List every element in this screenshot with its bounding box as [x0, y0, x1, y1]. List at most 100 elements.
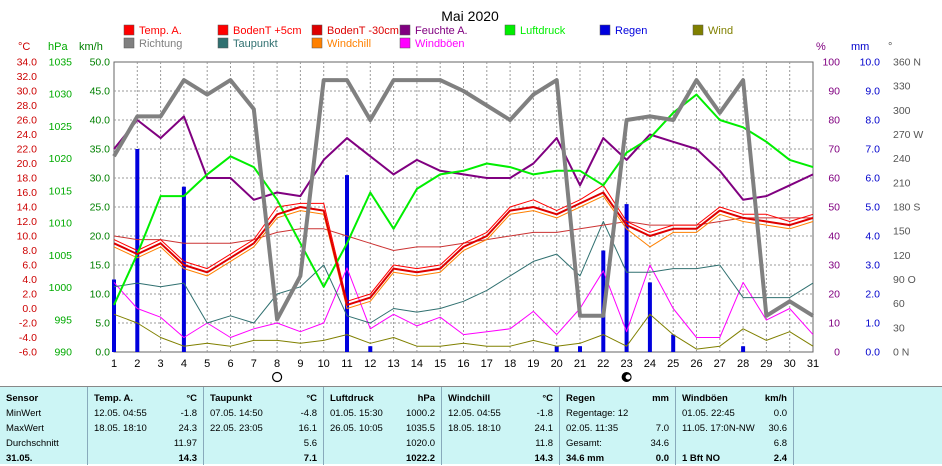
legend-label: BodenT +5cm [233, 25, 302, 37]
stats-column-header: Taupunkt °C [204, 391, 323, 406]
stats-cell-row: 18.05. 18:10 24.1 [442, 421, 559, 436]
stats-column-header: Regen mm [560, 391, 675, 406]
temp-tick-label: 0.0 [22, 303, 37, 315]
column-unit: km/h [764, 393, 787, 404]
cell-when: 12.05. 04:55 [94, 408, 147, 419]
cell-when: 11.05. 17:0N-NW [682, 423, 755, 434]
cell-value: 34.6 [650, 438, 670, 449]
temp-tick-label: 12.0 [17, 216, 38, 228]
deg-tick-label: 90 O [893, 274, 916, 286]
legend-swatch [504, 24, 516, 36]
row-label-text: 31.05. [6, 453, 33, 464]
stats-column-header: Windböen km/h [676, 391, 793, 406]
stats-column: Regen mm Regentage: 12 02.05. 11:35 7.0 Gesam… [560, 387, 676, 465]
cell-when: 01.05. 22:45 [682, 408, 735, 419]
cell-when: 01.05. 15:30 [330, 408, 383, 419]
x-tick-label: 9 [297, 358, 303, 370]
mm-tick-label: 10.0 [860, 57, 881, 69]
deg-tick-label: 360 N [893, 57, 921, 69]
column-unit: hPa [417, 393, 435, 404]
hpa-tick-label: 1025 [49, 121, 73, 133]
x-tick-label: 19 [527, 358, 539, 370]
x-tick-label: 26 [690, 358, 702, 370]
stats-cell-row: 6.8 [676, 436, 793, 451]
temp-tick-label: 6.0 [22, 260, 37, 272]
x-tick-label: 17 [481, 358, 493, 370]
legend-swatch [311, 37, 323, 49]
stats-column: Luftdruck hPa 01.05. 15:30 1000.2 26.05. 10:… [324, 387, 442, 465]
x-tick-label: 7 [251, 358, 257, 370]
cell-value: 24.1 [534, 423, 554, 434]
stats-cell-row: 26.05. 10:05 1035.5 [324, 421, 441, 436]
legend-label: Temp. A. [139, 25, 182, 37]
x-tick-label: 10 [318, 358, 330, 370]
row-label-text: Sensor [6, 393, 39, 404]
cell-value: 24.3 [178, 423, 198, 434]
rain-bar [368, 346, 373, 352]
deg-tick-label: 300 [893, 105, 911, 117]
x-tick-label: 23 [620, 358, 632, 370]
rain-bar [181, 186, 186, 352]
hpa-tick-label: 1010 [49, 218, 73, 230]
kmh-tick-label: 35.0 [90, 144, 111, 156]
temp-tick-label: 30.0 [17, 86, 38, 98]
temp-tick-label: 10.0 [17, 231, 38, 243]
stats-column: Windböen km/h 01.05. 22:45 0.0 11.05. 17:0N-… [676, 387, 794, 465]
temp-tick-label: 24.0 [17, 129, 38, 141]
stats-column: Windchill °C 12.05. 04:55 -1.8 18.05. 18:10 2… [442, 387, 560, 465]
temp-tick-label: 16.0 [17, 187, 38, 199]
x-tick-label: 3 [158, 358, 164, 370]
x-tick-label: 28 [737, 358, 749, 370]
cell-when: 1 Bft NO [682, 453, 720, 464]
x-tick-label: 30 [784, 358, 796, 370]
deg-tick-label: 120 [893, 250, 911, 262]
x-tick-label: 21 [574, 358, 586, 370]
legend-swatch [599, 24, 611, 36]
cell-value: 1000.2 [405, 408, 435, 419]
kmh-tick-label: 10.0 [90, 289, 111, 301]
pct-tick-label: 40 [828, 231, 840, 243]
stats-cell-row: 34.6 mm 0.0 [560, 451, 675, 466]
legend-label: Wind [708, 25, 733, 37]
x-tick-label: 13 [387, 358, 399, 370]
deg-tick-label: 210 [893, 177, 911, 189]
kmh-tick-label: 30.0 [90, 173, 111, 185]
deg-tick-label: 330 [893, 81, 911, 93]
cell-value: 11.97 [173, 438, 197, 449]
x-tick-label: 15 [434, 358, 446, 370]
x-tick-label: 2 [134, 358, 140, 370]
hpa-tick-label: 1005 [49, 250, 73, 262]
x-tick-label: 24 [644, 358, 656, 370]
pct-tick-label: 60 [828, 173, 840, 185]
hpa-tick-label: 990 [54, 347, 72, 359]
deg-tick-label: 180 S [893, 202, 920, 214]
stats-column: Taupunkt °C 07.05. 14:50 -4.8 22.05. 23:05 16… [204, 387, 324, 465]
stats-column-header: Temp. A. °C [88, 391, 203, 406]
rain-bar [578, 346, 582, 352]
column-title: Windchill [448, 393, 491, 404]
x-tick-label: 8 [274, 358, 280, 370]
stats-column: Temp. A. °C 12.05. 04:55 -1.8 18.05. 18:10 24… [88, 387, 204, 465]
cell-when: Gesamt: [566, 438, 602, 449]
x-tick-label: 31 [807, 358, 819, 370]
temp-tick-label: 32.0 [17, 71, 38, 83]
x-tick-label: 16 [457, 358, 469, 370]
temp-tick-label: 8.0 [22, 245, 37, 257]
mm-tick-label: 1.0 [865, 318, 880, 330]
cell-value: 7.1 [303, 453, 317, 464]
new-moon-icon [272, 371, 283, 383]
stats-row-label: Sensor [0, 391, 87, 406]
cell-value: 11.8 [535, 438, 553, 449]
mm-tick-label: 7.0 [865, 144, 880, 156]
x-tick-label: 14 [411, 358, 423, 370]
pct-tick-label: 90 [828, 86, 840, 98]
kmh-tick-label: 15.0 [90, 260, 111, 272]
stats-row-label: Durchschnitt [0, 436, 87, 451]
hpa-axis-unit: hPa [48, 41, 68, 53]
stats-row-label: MinWert [0, 406, 87, 421]
cell-value: 16.1 [298, 423, 318, 434]
stats-row-label: MaxWert [0, 421, 87, 436]
series-line [113, 184, 814, 302]
temp-tick-label: 28.0 [17, 100, 38, 112]
mm-tick-label: 2.0 [865, 289, 880, 301]
